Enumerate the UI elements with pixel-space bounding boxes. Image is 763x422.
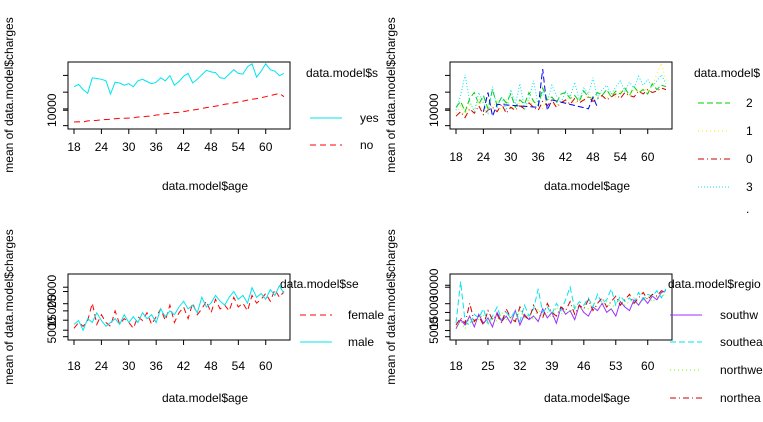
y-tick-label: 25000: [45, 275, 59, 309]
plot-frame: [449, 61, 673, 130]
series-line-no: [73, 92, 285, 123]
legend-label: northea: [720, 391, 761, 405]
legend-label: female: [348, 308, 384, 322]
legend-label: southw: [720, 308, 758, 322]
x-tick-label: 18: [449, 359, 463, 373]
legend-title: data.model$regio: [668, 277, 761, 291]
legend-title: data.model$: [694, 66, 760, 80]
x-tick-label: 42: [177, 140, 191, 154]
y-axis-label: mean of data.model$charges: [384, 229, 398, 384]
plot-frame: [67, 61, 291, 130]
legend-label: no: [360, 138, 374, 152]
y-tick-label: 5000: [427, 317, 441, 344]
x-tick-label: 54: [232, 359, 246, 373]
x-tick-label: 53: [609, 359, 623, 373]
x-axis-label: data.model$age: [162, 179, 248, 193]
series-line-3: [455, 73, 667, 115]
legend-label: 1: [746, 124, 753, 138]
x-tick-label: 42: [559, 150, 573, 164]
x-tick-label: 36: [149, 140, 163, 154]
y-tick-label: 30000: [427, 268, 441, 302]
x-tick-label: 48: [204, 140, 218, 154]
x-tick-label: 24: [477, 150, 491, 164]
series-line-northwe: [455, 293, 667, 330]
y-axis-label: mean of data.model$charges: [2, 229, 16, 384]
series-line-0: [455, 87, 667, 119]
x-tick-label: 25: [481, 359, 495, 373]
x-tick-label: 36: [149, 359, 163, 373]
x-tick-label: 46: [577, 359, 591, 373]
x-tick-label: 24: [95, 359, 109, 373]
x-tick-label: 24: [95, 140, 109, 154]
series-line-extra: [482, 68, 598, 119]
x-tick-label: 30: [122, 359, 136, 373]
y-tick-label: 15000: [45, 294, 59, 328]
y-tick-label: 10000: [427, 93, 441, 127]
legend-label: 3: [746, 180, 753, 194]
x-tick-label: 60: [641, 150, 655, 164]
legend-overflow-mark: .: [746, 202, 749, 216]
legend-label: northwe: [720, 363, 763, 377]
x-tick-label: 18: [67, 359, 81, 373]
x-tick-label: 60: [641, 359, 655, 373]
chart-panel-2: 18 24 30 36 42 48 54 6010000data.model$agemean …: [384, 17, 760, 216]
series-line-yes: [73, 62, 285, 96]
x-tick-label: 39: [545, 359, 559, 373]
y-axis-label: mean of data.model$charges: [2, 17, 16, 172]
legend-label: 0: [746, 152, 753, 166]
y-axis-label: mean of data.model$charges: [384, 17, 398, 172]
legend-title: data.model$se: [280, 277, 359, 291]
x-tick-label: 32: [513, 359, 527, 373]
series-line-northea: [455, 290, 667, 327]
y-tick-label: 5000: [45, 317, 59, 344]
x-axis-label: data.model$age: [544, 391, 630, 405]
series-line-2: [455, 82, 667, 114]
legend-label: 2: [746, 96, 753, 110]
y-tick-label: 10000: [45, 93, 59, 127]
x-axis-label: data.model$age: [544, 179, 630, 193]
x-tick-label: 60: [259, 140, 273, 154]
legend-label: male: [348, 335, 374, 349]
chart-panel-1: 18 24 30 36 42 48 54 60 10000 data.model$age mean …: [2, 17, 379, 193]
series-line-male: [73, 284, 285, 332]
x-tick-label: 18: [449, 150, 463, 164]
legend-title: data.model$s: [306, 66, 378, 80]
legend-label: yes: [360, 111, 379, 125]
series-line-female: [73, 288, 285, 330]
x-tick-label: 42: [177, 359, 191, 373]
x-tick-label: 54: [614, 150, 628, 164]
x-tick-label: 36: [531, 150, 545, 164]
x-tick-label: 54: [232, 140, 246, 154]
x-tick-label: 18: [67, 140, 81, 154]
x-tick-label: 48: [204, 359, 218, 373]
x-tick-label: 60: [259, 359, 273, 373]
x-tick-label: 30: [504, 150, 518, 164]
x-axis-label: data.model$age: [162, 391, 248, 405]
x-tick-label: 48: [586, 150, 600, 164]
legend-label: southea: [720, 335, 763, 349]
y-tick-label: 15000: [427, 295, 441, 329]
x-tick-label: 30: [122, 140, 136, 154]
